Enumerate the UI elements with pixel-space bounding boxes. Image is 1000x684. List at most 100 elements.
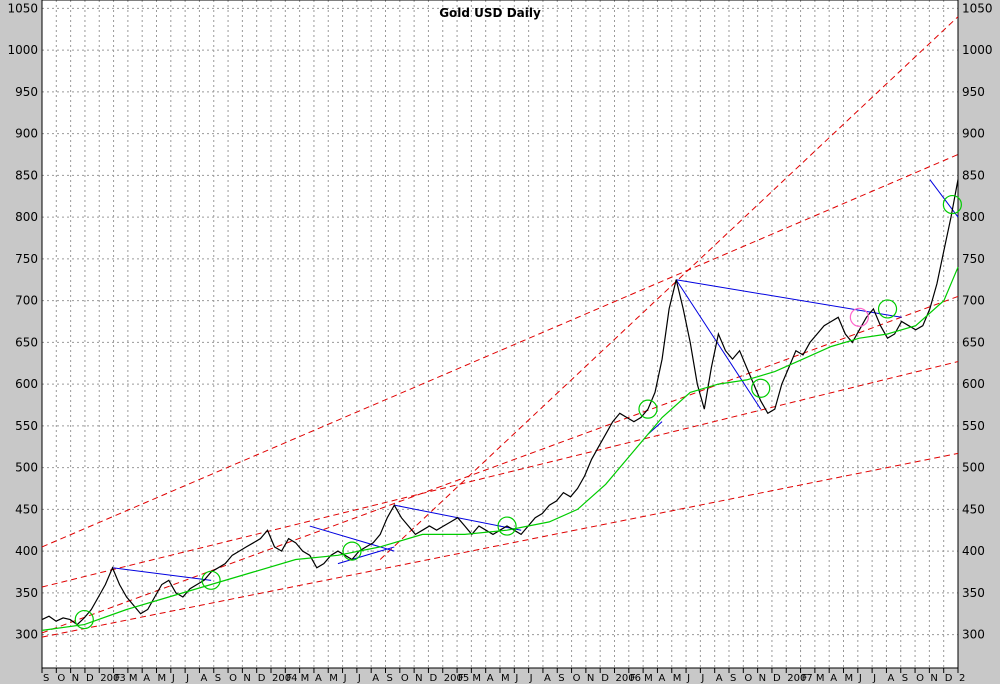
x-tick-label: M xyxy=(816,673,825,684)
x-tick-label: M xyxy=(501,673,510,684)
x-tick-label: 2004 xyxy=(272,673,297,684)
trend-line xyxy=(41,452,959,638)
x-tick-label: S xyxy=(730,673,736,684)
x-tick-label: D xyxy=(86,673,94,684)
y-tick-label-right: 700 xyxy=(962,294,985,308)
circle-marker xyxy=(942,194,962,215)
trend-line xyxy=(41,361,959,588)
x-tick-label: J xyxy=(357,673,361,684)
trend-line xyxy=(41,154,959,548)
x-tick-label: A xyxy=(200,673,207,684)
x-tick-label: F xyxy=(115,673,121,684)
y-tick-label-left: 300 xyxy=(15,628,38,642)
x-tick-label: A xyxy=(887,673,894,684)
y-tick-label-right: 900 xyxy=(962,127,985,141)
x-tick-label: O xyxy=(744,673,752,684)
circle-marker xyxy=(74,609,94,630)
x-tick-label: M xyxy=(129,673,138,684)
trend-line xyxy=(676,279,902,318)
x-tick-label: M xyxy=(673,673,682,684)
x-tick-label: S xyxy=(558,673,564,684)
x-tick-label: F xyxy=(802,673,808,684)
x-tick-label: J xyxy=(343,673,347,684)
x-tick-label: J xyxy=(514,673,518,684)
y-axis-right: 300 350 400 450 500 550 600 650 700 750 800 850 900 9… xyxy=(962,1,993,641)
y-tick-label-left: 700 xyxy=(15,294,38,308)
circle-markers xyxy=(74,194,962,630)
x-tick-label: O xyxy=(57,673,65,684)
y-tick-label-left: 900 xyxy=(15,127,38,141)
circle-marker xyxy=(638,399,658,419)
y-tick-label-left: 400 xyxy=(15,544,38,558)
moving-average-line xyxy=(41,266,959,631)
x-tick-label: S xyxy=(43,673,49,684)
circle-marker xyxy=(751,378,771,398)
y-tick-label-right: 500 xyxy=(962,461,985,475)
x-tick-label: J xyxy=(686,673,690,684)
y-tick-label-left: 950 xyxy=(15,85,38,99)
circle-marker xyxy=(849,307,869,327)
x-tick-label: 2005 xyxy=(444,673,469,684)
x-tick-label: J xyxy=(171,673,175,684)
y-tick-label-left: 750 xyxy=(15,252,38,266)
circle-marker xyxy=(201,570,221,590)
x-tick-label: A xyxy=(544,673,551,684)
y-tick-label-left: 1050 xyxy=(7,1,38,15)
x-tick-label: N xyxy=(759,673,766,684)
y-tick-label-right: 850 xyxy=(962,168,985,182)
x-tick-label: S xyxy=(902,673,908,684)
x-tick-label: F xyxy=(458,673,464,684)
y-tick-label-right: 400 xyxy=(962,544,985,558)
y-tick-label-right: 750 xyxy=(962,252,985,266)
x-tick-label: O xyxy=(573,673,581,684)
x-tick-label: F xyxy=(286,673,292,684)
trend-line xyxy=(41,295,959,634)
x-tick-label: N xyxy=(415,673,422,684)
x-tick-label: J xyxy=(529,673,533,684)
x-tick-label: J xyxy=(185,673,189,684)
x-tick-label: J xyxy=(700,673,704,684)
x-tick-label: 2007 xyxy=(787,673,812,684)
chart-title: Gold USD Daily xyxy=(439,6,541,20)
y-axis-left: 300 350 400 450 500 550 600 650 700 750 800 850 900 9… xyxy=(7,1,38,641)
grid xyxy=(41,0,959,669)
x-tick-label: M xyxy=(329,673,338,684)
x-tick-label: D xyxy=(429,673,437,684)
x-tick-label: A xyxy=(716,673,723,684)
x-tick-label: F xyxy=(630,673,636,684)
y-tick-label-left: 450 xyxy=(15,502,38,516)
x-tick-label: A xyxy=(830,673,837,684)
x-tick-label: D xyxy=(258,673,266,684)
x-tick-label: M xyxy=(644,673,653,684)
y-tick-label-right: 1050 xyxy=(962,1,993,15)
x-tick-label: J xyxy=(872,673,876,684)
x-tick-label: M xyxy=(158,673,167,684)
y-tick-label-right: 950 xyxy=(962,85,985,99)
series-layer xyxy=(41,179,959,631)
y-tick-label-left: 800 xyxy=(15,210,38,224)
circle-marker xyxy=(877,299,898,319)
x-tick-label: D xyxy=(945,673,953,684)
x-tick-label: J xyxy=(858,673,862,684)
y-tick-label-right: 1000 xyxy=(962,43,993,57)
y-tick-label-left: 550 xyxy=(15,419,38,433)
x-tick-label: A xyxy=(487,673,494,684)
x-tick-label: M xyxy=(301,673,310,684)
x-tick-label: N xyxy=(243,673,250,684)
trend-line xyxy=(379,16,959,560)
y-tick-label-left: 1000 xyxy=(7,43,38,57)
x-tick-label: M xyxy=(845,673,854,684)
y-tick-label-left: 650 xyxy=(15,335,38,349)
price-line xyxy=(41,179,959,626)
x-tick-label: N xyxy=(72,673,79,684)
y-tick-label-left: 600 xyxy=(15,377,38,391)
x-tick-label: S xyxy=(387,673,393,684)
y-tick-label-right: 350 xyxy=(962,586,985,600)
circle-marker xyxy=(342,541,362,561)
y-tick-label-right: 550 xyxy=(962,419,985,433)
x-tick-label: A xyxy=(143,673,150,684)
x-tick-label: O xyxy=(229,673,237,684)
x-tick-label: 2 xyxy=(959,673,965,684)
x-tick-label: M xyxy=(472,673,481,684)
circle-marker xyxy=(497,516,517,536)
